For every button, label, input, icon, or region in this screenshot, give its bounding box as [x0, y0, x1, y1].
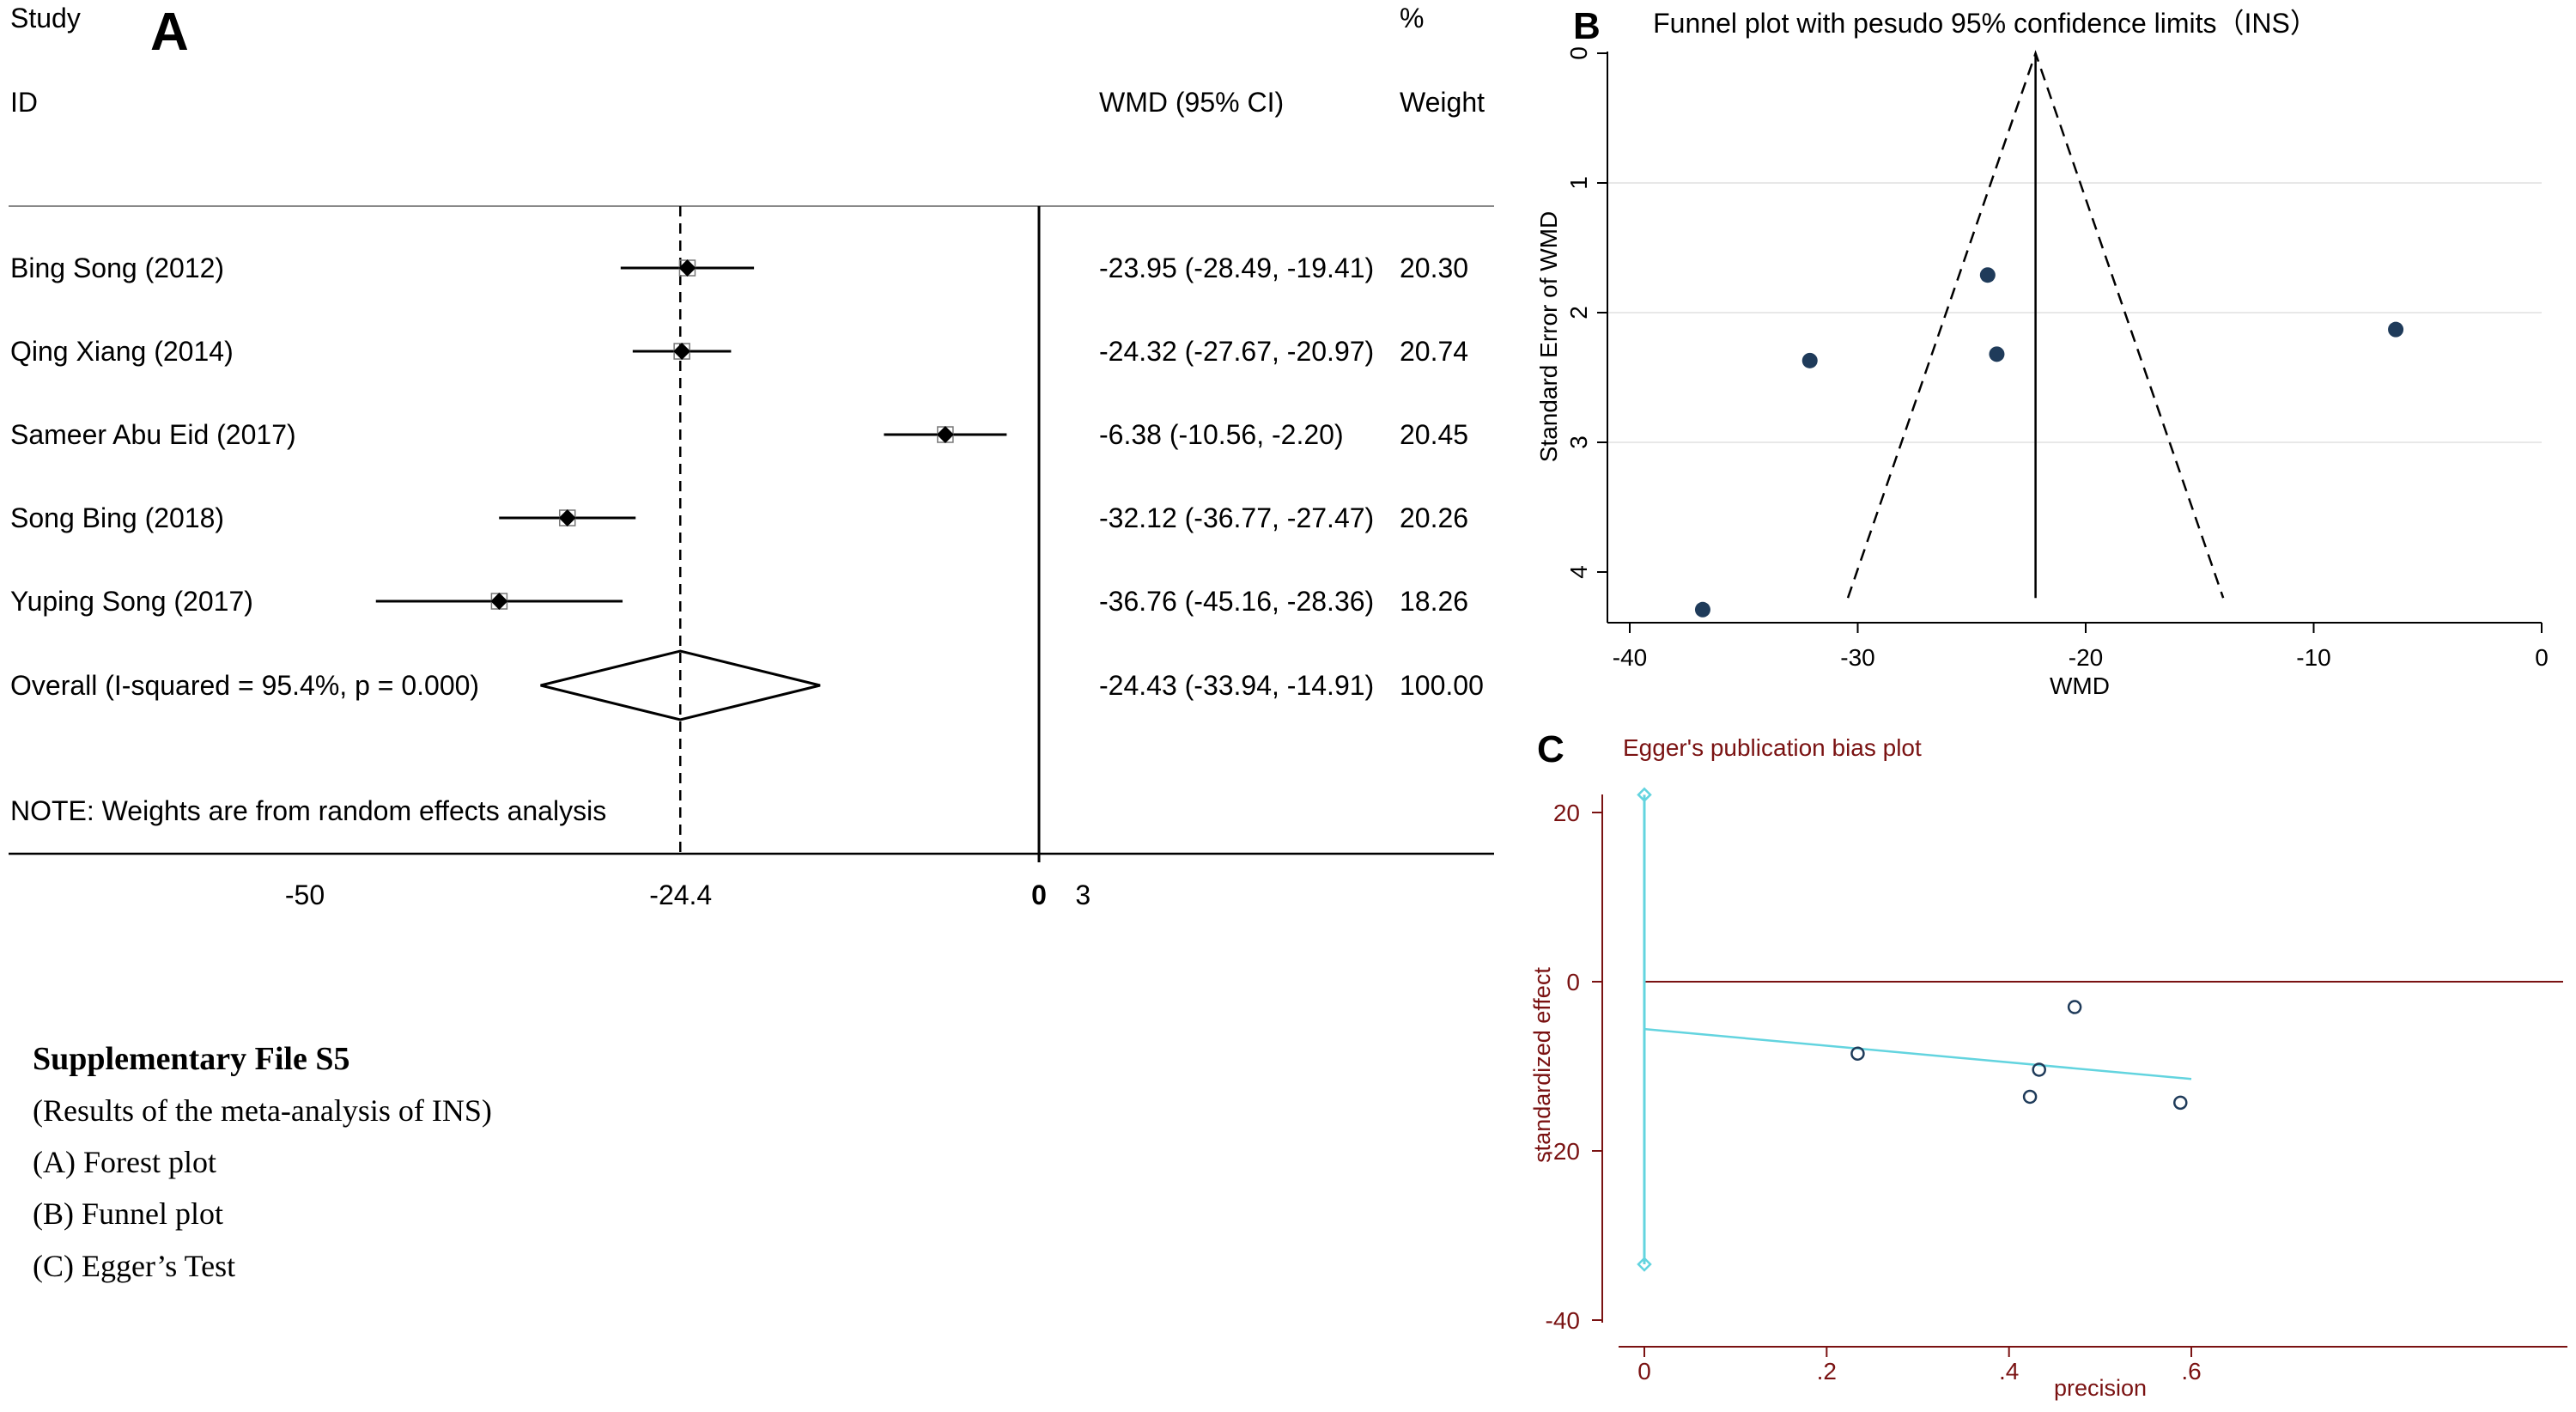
- caption-line-3: (B) Funnel plot: [33, 1196, 223, 1231]
- funnel-point: [1694, 601, 1710, 618]
- egger-y-tick-label: -20: [1546, 1138, 1580, 1165]
- funnel-y-tick-label: 2: [1565, 306, 1592, 320]
- egger-title: Egger's publication bias plot: [1623, 734, 1922, 761]
- egger-y-tick-label: 20: [1553, 800, 1580, 826]
- forest-tick-labels: -50 -24.4 0 3: [285, 854, 1091, 910]
- overall-weight: 100.00: [1400, 670, 1484, 701]
- caption-line-1: (Results of the meta-analysis of INS): [33, 1093, 492, 1128]
- study-ci-text: -23.95 (-28.49, -19.41): [1099, 253, 1374, 283]
- egger-ci-endpoint: [1637, 1257, 1652, 1272]
- forest-study-row: Qing Xiang (2014) -24.32 (-27.67, -20.97)…: [10, 336, 1468, 367]
- egger-x-tick-label: .6: [2181, 1358, 2201, 1385]
- forest-tick-label: -24.4: [649, 879, 712, 910]
- egger-plot: C Egger's publication bias plot -40 -20 0 2…: [1529, 728, 2567, 1401]
- caption-line-4: (C) Egger’s Test: [33, 1249, 235, 1283]
- caption-line-2: (A) Forest plot: [33, 1145, 216, 1179]
- egger-y-tick-label: 0: [1566, 969, 1580, 995]
- egger-regression-line: [1643, 1027, 2192, 1080]
- study-weight: 18.26: [1400, 586, 1468, 617]
- study-point-estimate: [558, 509, 576, 526]
- study-point-estimate: [936, 426, 954, 443]
- egger-x-ticks: 0 .2 .4 .6: [1637, 1347, 2202, 1385]
- funnel-point: [1801, 352, 1818, 368]
- egger-points: [1637, 787, 2188, 1272]
- study-weight: 20.26: [1400, 502, 1468, 533]
- egger-point: [2173, 1095, 2188, 1111]
- funnel-point: [1979, 267, 1996, 283]
- funnel-plot: B Funnel plot with pesudo 95% confidence…: [1535, 5, 2549, 699]
- forest-tick-label: 0: [1031, 879, 1047, 910]
- overall-label: Overall (I-squared = 95.4%, p = 0.000): [10, 670, 479, 701]
- egger-x-tick-label: 0: [1637, 1358, 1651, 1385]
- panel-letter-a: A: [150, 3, 189, 62]
- funnel-point: [1989, 346, 2005, 362]
- study-label: Sameer Abu Eid (2017): [10, 419, 296, 450]
- egger-point: [1850, 1046, 1865, 1061]
- funnel-x-tick-label: 0: [2535, 644, 2549, 671]
- egger-point: [2032, 1062, 2046, 1077]
- funnel-y-tick-label: 0: [1565, 46, 1592, 60]
- caption-title: Supplementary File S5: [33, 1041, 349, 1077]
- study-point-estimate: [490, 593, 508, 610]
- funnel-y-label: Standard Error of WMD: [1535, 211, 1562, 463]
- study-ci-text: -24.32 (-27.67, -20.97): [1099, 336, 1374, 367]
- egger-y-ticks: -40 -20 0 20: [1546, 800, 1602, 1334]
- forest-tick-label: 3: [1075, 879, 1091, 910]
- funnel-y-ticks: 0 1 2 3 4: [1565, 46, 1607, 579]
- egger-ci-endpoint: [1637, 787, 1652, 803]
- overall-diamond: [540, 649, 821, 721]
- funnel-x-tick-label: -20: [2069, 644, 2103, 671]
- funnel-title: Funnel plot with pesudo 95% confidence l…: [1653, 8, 2318, 39]
- header-id: ID: [10, 87, 38, 118]
- caption: Supplementary File S5 (Results of the me…: [33, 1041, 492, 1283]
- study-weight: 20.45: [1400, 419, 1468, 450]
- forest-overall-row: Overall (I-squared = 95.4%, p = 0.000) -2…: [10, 649, 1484, 721]
- funnel-y-tick-label: 1: [1565, 176, 1592, 190]
- egger-x-tick-label: .4: [1999, 1358, 2019, 1385]
- study-weight: 20.30: [1400, 253, 1468, 283]
- egger-x-label: precision: [2054, 1375, 2147, 1401]
- forest-study-row: Bing Song (2012) -23.95 (-28.49, -19.41) 2…: [10, 253, 1468, 283]
- funnel-points: [1694, 267, 2404, 618]
- funnel-y-tick-label: 4: [1565, 565, 1592, 579]
- forest-study-row: Song Bing (2018) -32.12 (-36.77, -27.47) 2…: [10, 502, 1468, 533]
- funnel-y-tick-label: 3: [1565, 435, 1592, 449]
- study-label: Qing Xiang (2014): [10, 336, 234, 367]
- forest-rows: Bing Song (2012) -23.95 (-28.49, -19.41) 2…: [10, 253, 1484, 721]
- egger-x-tick-label: .2: [1817, 1358, 1837, 1385]
- funnel-x-label: WMD: [2050, 673, 2110, 699]
- panel-letter-c: C: [1537, 728, 1564, 770]
- study-point-estimate: [678, 259, 696, 277]
- funnel-x-ticks: -40 -30 -20 -10 0: [1613, 623, 2549, 671]
- overall-ci-text: -24.43 (-33.94, -14.91): [1099, 670, 1374, 701]
- funnel-point: [2388, 321, 2404, 338]
- egger-y-tick-label: -40: [1546, 1307, 1580, 1334]
- forest-study-row: Sameer Abu Eid (2017) -6.38 (-10.56, -2.2…: [10, 419, 1468, 450]
- study-label: Yuping Song (2017): [10, 586, 253, 617]
- forest-study-row: Yuping Song (2017) -36.76 (-45.16, -28.36…: [10, 586, 1468, 617]
- header-weight: Weight: [1400, 87, 1485, 118]
- study-point-estimate: [673, 343, 691, 360]
- header-wmd: WMD (95% CI): [1099, 87, 1284, 118]
- funnel-x-tick-label: -10: [2296, 644, 2330, 671]
- egger-point: [2067, 1000, 2082, 1014]
- study-ci-text: -36.76 (-45.16, -28.36): [1099, 586, 1374, 617]
- egger-y-label: standardized effect: [1529, 967, 1555, 1163]
- funnel-gridlines: [1607, 182, 2542, 443]
- forest-tick-label: -50: [285, 879, 325, 910]
- funnel-x-tick-label: -40: [1613, 644, 1647, 671]
- study-label: Bing Song (2012): [10, 253, 224, 283]
- funnel-x-tick-label: -30: [1840, 644, 1874, 671]
- study-weight: 20.74: [1400, 336, 1468, 367]
- forest-plot: A Study ID WMD (95% CI) % Weight Bing So…: [9, 3, 1494, 910]
- header-percent: %: [1400, 3, 1424, 33]
- header-study: Study: [10, 3, 81, 33]
- study-ci-text: -6.38 (-10.56, -2.20): [1099, 419, 1344, 450]
- study-label: Song Bing (2018): [10, 502, 224, 533]
- forest-note: NOTE: Weights are from random effects an…: [10, 795, 606, 826]
- egger-point: [2022, 1089, 2038, 1105]
- study-ci-text: -32.12 (-36.77, -27.47): [1099, 502, 1374, 533]
- panel-letter-b: B: [1573, 5, 1601, 47]
